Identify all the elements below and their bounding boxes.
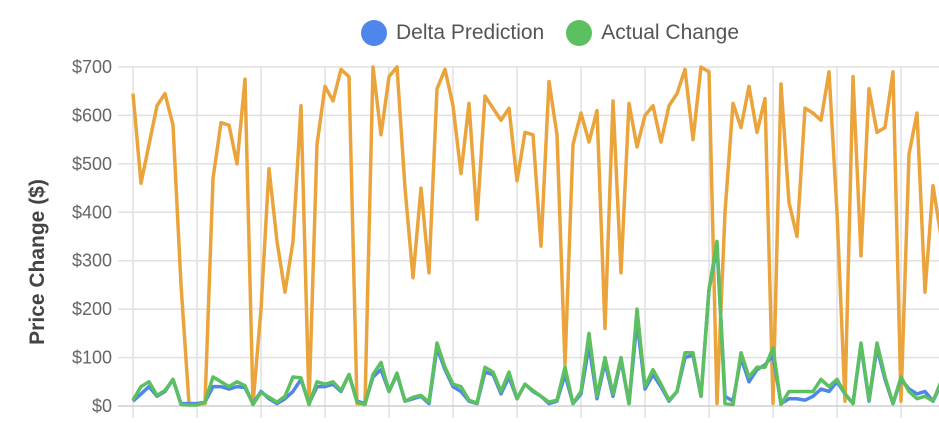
- series-line-actual-change: [131, 239, 939, 407]
- y-tick-label: $0: [92, 396, 112, 416]
- chart-legend: Delta Prediction Actual Change: [0, 20, 939, 46]
- y-tick-label: $500: [72, 154, 112, 174]
- legend-label: Actual Change: [601, 21, 739, 44]
- legend-swatch-green: [566, 20, 593, 46]
- legend-item-actual-change[interactable]: Actual Change: [566, 20, 739, 46]
- y-tick-label: $700: [72, 57, 112, 77]
- y-tick-label: $400: [72, 202, 112, 222]
- legend-swatch-blue: [360, 20, 387, 46]
- legend-label: Delta Prediction: [395, 21, 545, 44]
- series-line-series-0: [131, 65, 939, 406]
- legend-item-delta-prediction[interactable]: Delta Prediction: [360, 20, 545, 46]
- y-tick-label: $200: [72, 299, 112, 319]
- y-tick-label: $100: [72, 348, 112, 368]
- y-tick-label: $300: [72, 251, 112, 271]
- y-tick-label: $600: [72, 105, 112, 125]
